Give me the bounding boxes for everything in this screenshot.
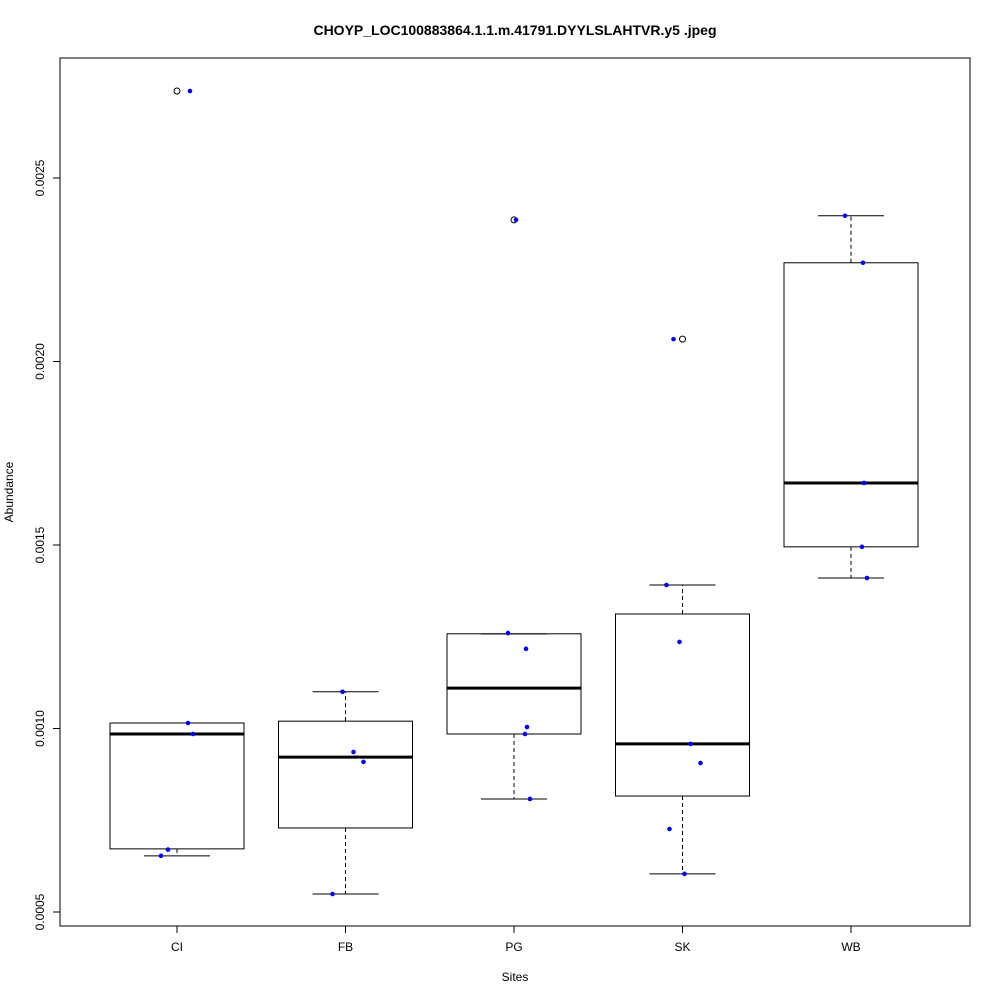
y-tick-label: 0.0025: [33, 159, 47, 196]
data-point: [671, 336, 676, 342]
data-point: [187, 88, 193, 94]
x-tick-label: WB: [841, 940, 860, 954]
data-point: [351, 749, 356, 755]
x-tick-label: SK: [674, 940, 690, 954]
plot-frame: [59, 57, 971, 927]
data-point: [513, 217, 519, 223]
outlier-point: [173, 87, 181, 95]
data-point: [667, 826, 672, 832]
y-tick-label: 0.0020: [33, 343, 47, 380]
box-WB: [783, 262, 919, 548]
data-point: [522, 731, 528, 737]
data-point: [340, 689, 345, 695]
outlier-point: [679, 335, 686, 343]
x-axis-label: Sites: [502, 970, 529, 984]
chart-title: CHOYP_LOC100883864.1.1.m.41791.DYYLSLAHT…: [313, 22, 716, 38]
data-point: [698, 760, 703, 766]
data-point: [861, 480, 867, 486]
y-tick-label: 0.0015: [33, 526, 47, 563]
data-point: [165, 847, 171, 852]
box-PG: [446, 633, 582, 735]
data-point: [330, 891, 335, 897]
box-CI: [109, 722, 245, 850]
x-tick-label: CI: [171, 940, 183, 954]
data-point: [842, 213, 848, 219]
data-point: [190, 731, 196, 737]
data-point: [158, 853, 164, 859]
data-point: [505, 630, 511, 636]
y-tick-label: 0.0005: [33, 893, 47, 930]
data-point: [664, 582, 669, 588]
x-tick-label: FB: [338, 940, 353, 954]
data-point: [361, 759, 366, 765]
data-point: [524, 724, 530, 730]
data-point: [677, 639, 682, 645]
data-point: [523, 646, 529, 652]
data-point: [864, 575, 870, 581]
data-point: [688, 741, 693, 747]
data-point: [185, 720, 191, 726]
data-point: [527, 796, 533, 802]
data-point: [859, 544, 865, 550]
data-point: [682, 871, 687, 877]
y-tick-label: 0.0010: [33, 710, 47, 747]
y-axis-label: Abundance: [2, 461, 16, 522]
x-tick-label: PG: [505, 940, 522, 954]
box-FB: [278, 720, 413, 829]
box-SK: [615, 613, 750, 797]
data-point: [860, 260, 866, 266]
